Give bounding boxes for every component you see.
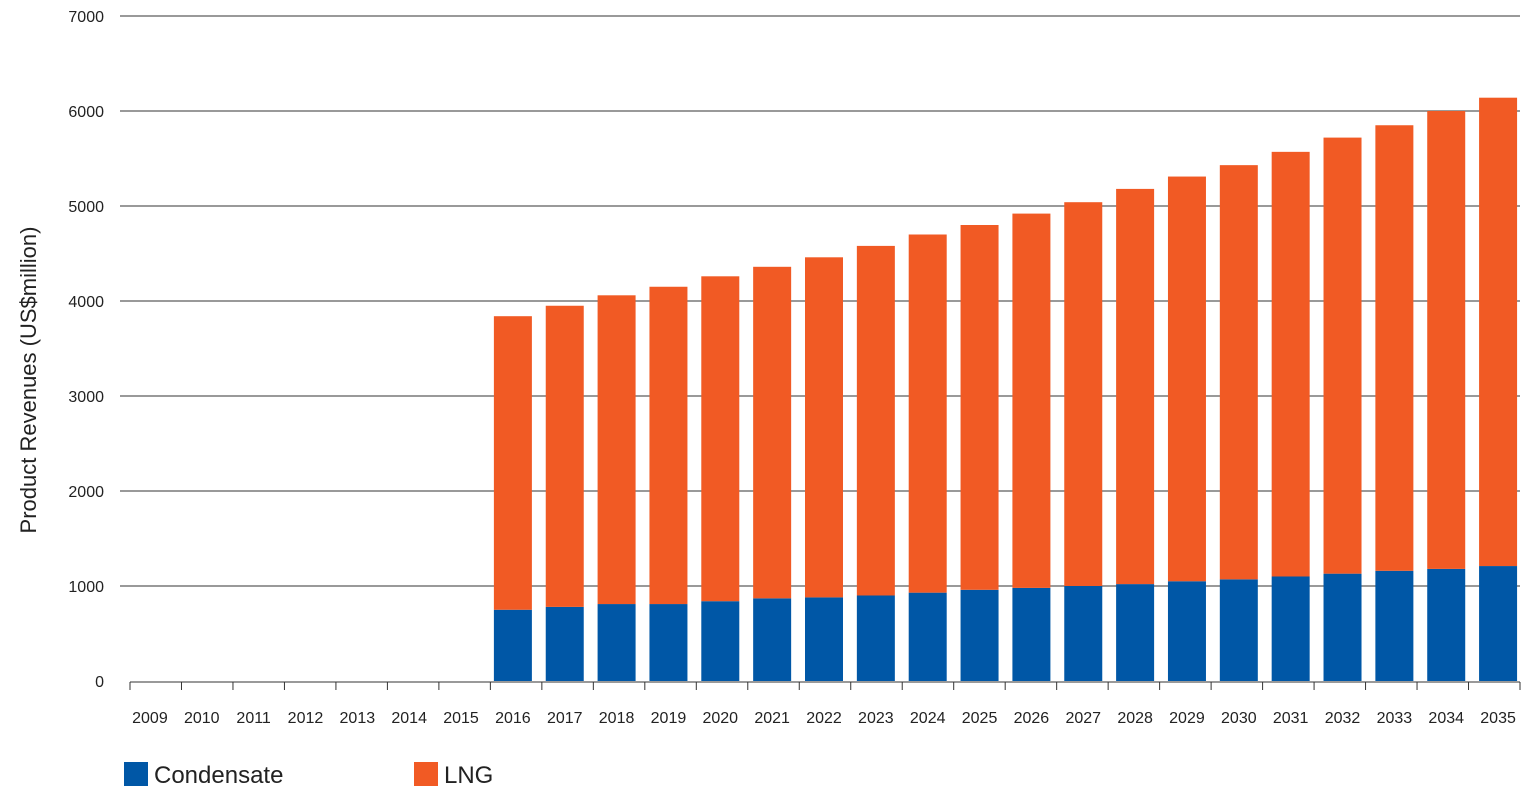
bar-lng — [597, 295, 636, 605]
bar-condensate — [908, 592, 947, 681]
x-tick-label: 2034 — [1428, 710, 1464, 727]
bar-lng — [960, 225, 999, 590]
x-tick-label: 2018 — [599, 710, 635, 727]
y-tick-label: 5000 — [68, 199, 104, 216]
bar-condensate — [805, 597, 843, 681]
bar-lng — [1012, 213, 1051, 588]
bar-condensate — [493, 609, 532, 681]
x-tick-label: 2029 — [1169, 710, 1205, 727]
axes: 2009 2010 2011 2012 2013 2014 2015 2016 2017 2018… — [129, 681, 1521, 727]
x-tick-label: 2025 — [962, 710, 998, 727]
x-tick-label: 2010 — [184, 710, 220, 727]
bar-lng — [493, 316, 532, 610]
x-tick-label: 2016 — [495, 710, 531, 727]
x-tick-label: 2024 — [910, 710, 946, 727]
x-tick-label: 2023 — [858, 710, 894, 727]
legend: Condensate LNG — [124, 762, 493, 789]
bar-lng — [753, 266, 792, 599]
x-tick-label: 2012 — [288, 710, 324, 727]
x-tick-label: 2032 — [1325, 710, 1361, 727]
y-tick-label: 7000 — [68, 9, 104, 26]
x-tick-label: 2035 — [1480, 710, 1516, 727]
bar-condensate — [1427, 568, 1466, 681]
bar-lng — [701, 276, 740, 602]
bar-condensate — [545, 606, 584, 681]
legend-swatch-lng — [414, 762, 438, 786]
bar-condensate — [1064, 586, 1103, 681]
bar-lng — [1219, 165, 1258, 580]
x-tick-label: 2030 — [1221, 710, 1257, 727]
bar-lng — [1064, 202, 1103, 586]
bar-lng — [1116, 188, 1155, 585]
x-tick-label: 2021 — [754, 710, 790, 727]
bar-lng — [908, 234, 947, 593]
x-tick-label: 2014 — [391, 710, 427, 727]
bar-condensate — [1167, 581, 1206, 681]
x-tick-label: 2033 — [1377, 710, 1413, 727]
bar-lng — [856, 245, 895, 596]
x-tick-label: 2017 — [547, 710, 583, 727]
bar-condensate — [1116, 584, 1155, 681]
x-tick-label: 2013 — [340, 710, 376, 727]
bar-lng — [1323, 137, 1362, 574]
legend-label-condensate: Condensate — [154, 762, 283, 787]
bar-condensate — [1012, 587, 1051, 681]
y-tick-label: 0 — [95, 674, 104, 691]
bar-condensate — [753, 598, 792, 681]
bar-condensate — [1219, 579, 1258, 681]
bar-lng — [1375, 125, 1414, 571]
legend-swatch-condensate — [124, 762, 148, 786]
y-tick-label: 3000 — [68, 389, 104, 406]
gridlines: 0 1000 2000 3000 4000 5000 6000 7000 — [68, 9, 1520, 691]
bar-lng — [1167, 176, 1206, 582]
bar-lng — [1271, 151, 1310, 577]
x-tick-label: 2022 — [806, 710, 842, 727]
bar-lng — [805, 257, 843, 598]
bar-lng — [1427, 111, 1466, 569]
x-tick-label: 2015 — [443, 710, 479, 727]
x-tick-label: 2020 — [702, 710, 738, 727]
bar-condensate — [1271, 576, 1310, 681]
x-tick-label: 2027 — [1065, 710, 1101, 727]
bar-condensate — [701, 601, 740, 681]
x-tick-label: 2028 — [1117, 710, 1153, 727]
y-tick-label: 1000 — [68, 579, 104, 596]
x-tick-label: 2026 — [1014, 710, 1050, 727]
bar-condensate — [597, 604, 636, 681]
bar-condensate — [856, 595, 895, 681]
bar-condensate — [1479, 566, 1518, 681]
bar-lng — [1479, 97, 1518, 567]
bar-lng — [545, 305, 584, 607]
legend-label-lng: LNG — [444, 762, 493, 787]
y-axis-label: Product Revenues (US$million) — [16, 227, 41, 534]
x-tick-label: 2019 — [651, 710, 687, 727]
x-tick-label: 2031 — [1273, 710, 1309, 727]
bar-condensate — [1323, 573, 1362, 681]
y-tick-label: 2000 — [68, 484, 104, 501]
bar-condensate — [649, 604, 688, 681]
bar-condensate — [1375, 570, 1414, 681]
bars — [493, 97, 1518, 681]
x-tick-label: 2011 — [236, 710, 271, 727]
x-tick-label: 2009 — [132, 710, 168, 727]
bar-condensate — [960, 589, 999, 681]
y-tick-label: 6000 — [68, 104, 104, 121]
y-tick-label: 4000 — [68, 294, 104, 311]
bar-lng — [649, 286, 688, 605]
